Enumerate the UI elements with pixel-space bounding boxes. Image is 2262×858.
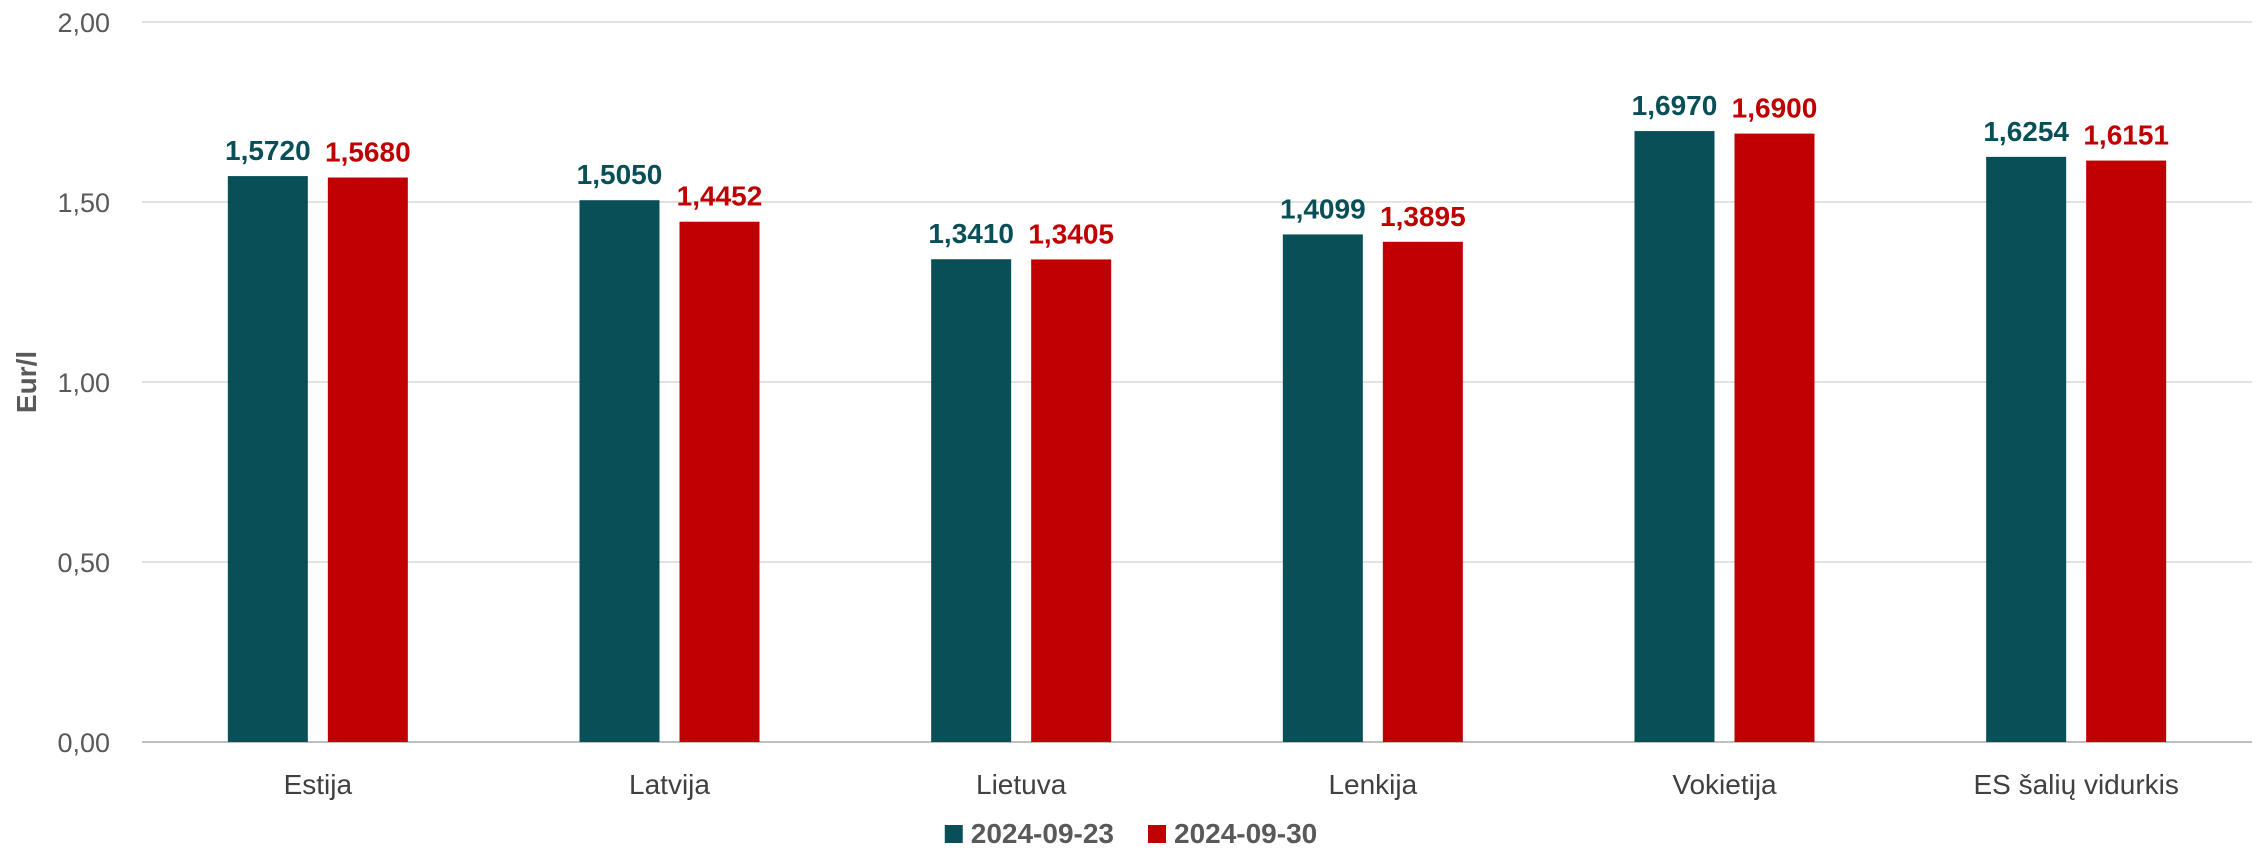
bar-2024-09-23-Estija	[227, 176, 308, 742]
x-category-label: Latvija	[629, 769, 710, 800]
bar-2024-09-30-Latvija	[679, 221, 760, 742]
bar-2024-09-23-ES šalių vidurkis	[1986, 156, 2067, 742]
legend: 2024-09-23 2024-09-30	[944, 818, 1317, 849]
bar-2024-09-23-Vokietija	[1634, 131, 1715, 742]
x-category-label: Vokietija	[1672, 769, 1777, 800]
x-category-label: Estija	[284, 769, 353, 800]
data-label: 1,6970	[1632, 90, 1718, 121]
legend-swatch	[1148, 825, 1166, 843]
bar-2024-09-23-Latvija	[579, 200, 660, 742]
y-tick-label: 0,00	[57, 728, 110, 758]
data-label: 1,6254	[1983, 116, 2069, 147]
data-label: 1,6151	[2083, 120, 2169, 151]
y-tick-label: 1,50	[57, 188, 110, 218]
data-label: 1,5680	[325, 137, 411, 168]
data-labels: 1,5720 1,5680 1,5050 1,4452 1,3410 1,3405 1,40…	[225, 90, 2169, 249]
y-axis-ticks: 0,00 0,50 1,00 1,50 2,00	[57, 8, 110, 758]
data-label: 1,4452	[677, 181, 763, 212]
data-label: 1,3410	[928, 218, 1014, 249]
bars	[227, 131, 2167, 743]
gridlines	[142, 21, 2252, 743]
bar-2024-09-30-Lenkija	[1382, 241, 1463, 742]
data-label: 1,4099	[1280, 193, 1366, 224]
x-category-label: ES šalių vidurkis	[1973, 769, 2178, 800]
x-category-label: Lenkija	[1328, 769, 1417, 800]
legend-swatch	[944, 825, 963, 843]
y-tick-label: 1,00	[57, 368, 110, 398]
x-category-label: Lietuva	[976, 769, 1067, 800]
data-label: 1,5050	[577, 159, 663, 190]
data-label: 1,5720	[225, 135, 311, 166]
data-label: 1,3405	[1028, 218, 1114, 249]
y-tick-label: 2,00	[57, 8, 110, 38]
y-axis-title: Eur/l	[11, 351, 42, 413]
data-label: 1,6900	[1732, 93, 1818, 124]
y-tick-label: 0,50	[57, 548, 110, 578]
legend-label: 2024-09-23	[971, 818, 1114, 849]
bar-2024-09-23-Lietuva	[931, 259, 1012, 742]
x-axis-categories: Estija Latvija Lietuva Lenkija Vokietija ES š…	[284, 769, 2179, 800]
bar-2024-09-30-Estija	[327, 177, 408, 742]
bar-2024-09-23-Lenkija	[1282, 234, 1363, 742]
bar-2024-09-30-Vokietija	[1734, 133, 1815, 743]
bar-2024-09-30-ES šalių vidurkis	[2086, 160, 2167, 743]
legend-label: 2024-09-30	[1174, 818, 1317, 849]
data-label: 1,3895	[1380, 201, 1466, 232]
bar-2024-09-30-Lietuva	[1031, 259, 1112, 742]
